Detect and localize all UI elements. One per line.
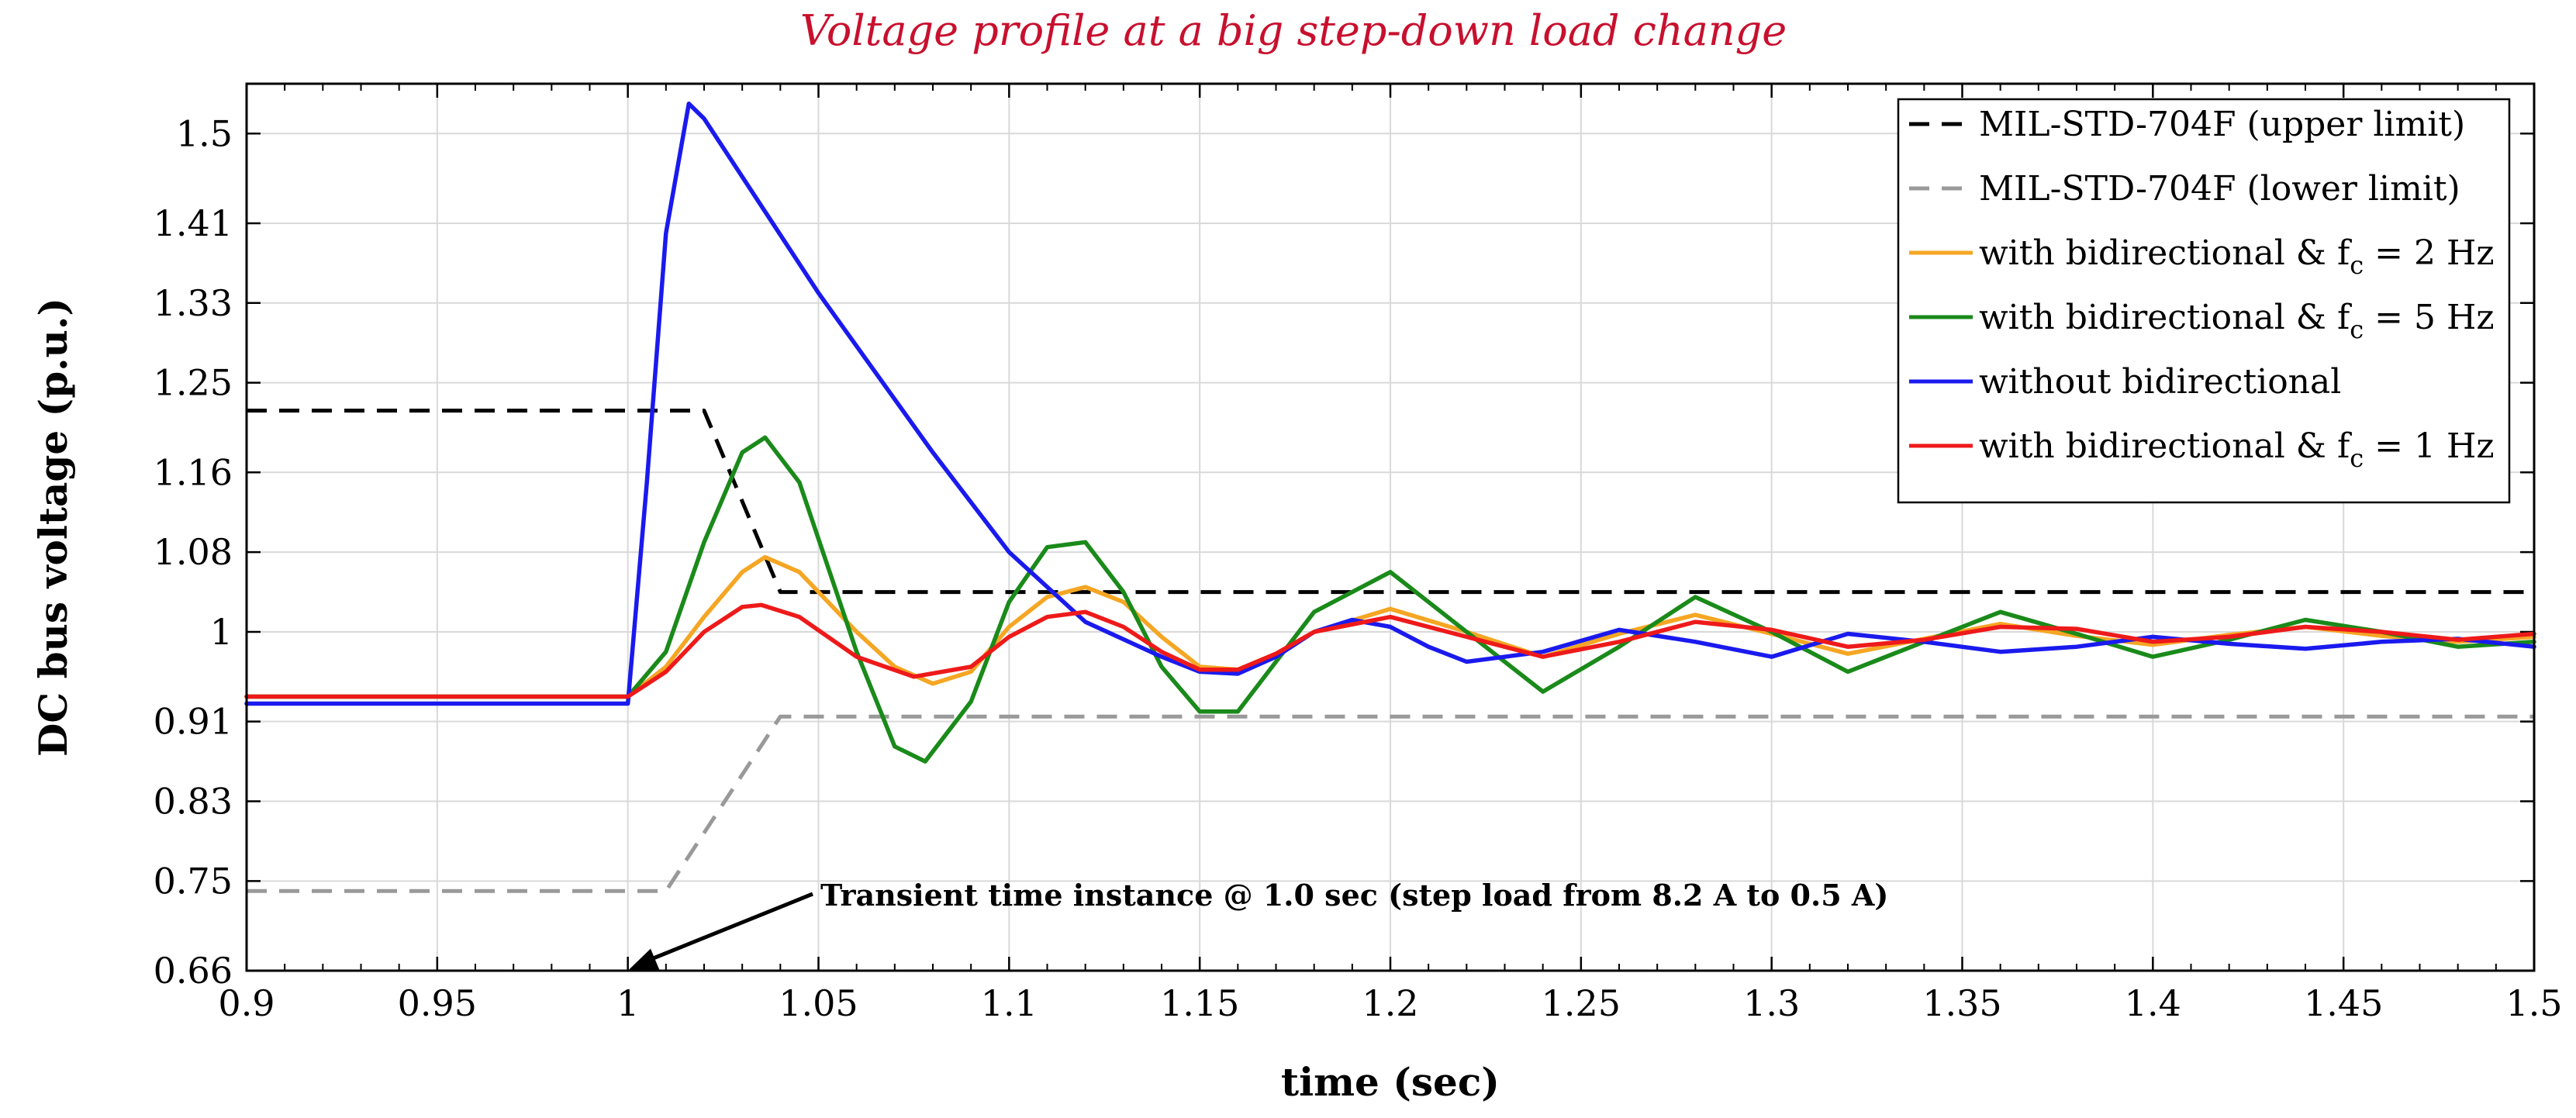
y-axis-label: DC bus voltage (p.u.)	[30, 298, 76, 757]
annotation-arrow-shaft	[641, 892, 813, 965]
chart-title: Voltage profile at a big step-down load …	[800, 6, 1787, 55]
y-tick-label: 0.91	[154, 701, 233, 743]
x-tick-label: 0.9	[218, 982, 275, 1024]
x-tick-label: 0.95	[398, 982, 477, 1024]
annotation: Transient time instance @ 1.0 sec (step …	[627, 878, 1888, 971]
tick-labels: 0.9 0.95 1 1.05 1.1 1.15 1.2 1.25 1.3 1.35 1.4 1.45…	[154, 112, 2563, 1024]
plot-frame	[245, 82, 2536, 972]
x-tick-label: 1.3	[1743, 982, 1800, 1024]
legend-label-5: without bidirectional	[1979, 362, 2341, 402]
y-tick-label: 0.83	[154, 780, 233, 822]
legend-label-2: MIL-STD-704F (lower limit)	[1979, 169, 2460, 209]
x-tick-label: 1.1	[981, 982, 1038, 1024]
series-line-6	[244, 602, 2536, 699]
legend: MIL-STD-704F (upper limit) MIL-STD-704F (…	[1897, 98, 2511, 504]
y-tick-label: 1.16	[154, 451, 233, 493]
legend-label-1: MIL-STD-704F (upper limit)	[1979, 105, 2465, 144]
y-tick-label: 1	[210, 611, 233, 653]
x-tick-label: 1.4	[2125, 982, 2181, 1024]
series-line-5	[244, 101, 2536, 706]
annotation-text: Transient time instance @ 1.0 sec (step …	[820, 878, 1888, 913]
y-tick-label: 0.66	[154, 950, 233, 992]
x-tick-label: 1.25	[1542, 982, 1621, 1024]
y-tick-label: 1.08	[154, 531, 233, 573]
y-tick-label: 1.25	[154, 362, 233, 404]
series-line-4	[244, 435, 2536, 764]
y-tick-label: 0.75	[154, 860, 233, 902]
series-line-1	[247, 409, 2534, 595]
x-tick-label: 1.15	[1160, 982, 1239, 1024]
y-tick-label: 1.41	[154, 202, 233, 244]
y-tick-label: 1.5	[176, 112, 233, 154]
x-tick-label: 1.35	[1922, 982, 2001, 1024]
annotation-arrow-head	[627, 948, 660, 971]
series-layer	[244, 101, 2536, 893]
legend-box	[1897, 98, 2511, 504]
legend-label-3: with bidirectional & fc = 2 Hz	[1979, 233, 2495, 280]
x-axis-label: time (sec)	[1281, 1059, 1500, 1105]
legend-label-4: with bidirectional & fc = 5 Hz	[1979, 298, 2495, 344]
x-tick-label: 1.45	[2304, 982, 2383, 1024]
x-tick-label: 1.2	[1362, 982, 1418, 1024]
series-line-2	[247, 714, 2534, 893]
legend-label-6: with bidirectional & fc = 1 Hz	[1979, 426, 2495, 473]
y-tick-label: 1.33	[154, 282, 233, 324]
x-tick-label: 1.05	[779, 982, 858, 1024]
x-tick-label: 1.5	[2505, 982, 2562, 1024]
x-tick-label: 1	[616, 982, 639, 1024]
